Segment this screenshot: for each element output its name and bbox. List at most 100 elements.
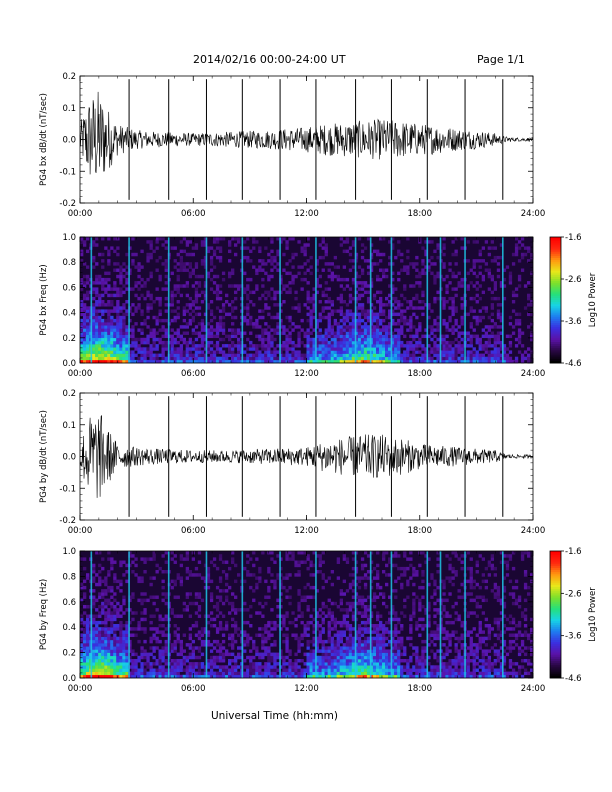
spectrogram-cell <box>511 325 516 329</box>
spectrogram-cell <box>490 318 495 323</box>
spectrogram-cell <box>237 340 241 345</box>
spectrogram-cell <box>152 359 156 364</box>
spectrogram-cell <box>128 665 132 669</box>
spectrogram-cell <box>107 293 111 298</box>
spectrogram-cell <box>487 340 492 345</box>
spectrogram-cell <box>397 271 401 276</box>
spectrogram-cell <box>324 649 328 653</box>
spectrogram-cell <box>101 674 105 679</box>
spectrogram-cell <box>83 296 87 301</box>
spectrogram-cell <box>80 337 84 342</box>
spectrogram-cell <box>119 560 123 564</box>
spectrogram-cell <box>128 306 132 310</box>
spectrogram-cell <box>107 271 111 276</box>
spectrogram-cell <box>351 652 356 657</box>
spectrogram-cell <box>342 630 347 634</box>
spectrogram-cell <box>116 334 120 339</box>
spectrogram-cell <box>95 337 99 342</box>
spectrogram-cell <box>98 318 102 323</box>
spectrogram-cell <box>188 652 193 657</box>
spectrogram-cell <box>203 259 208 263</box>
spectrogram-cell <box>267 331 271 335</box>
spectrogram-cell <box>83 662 87 666</box>
spectrogram-cell <box>397 277 401 282</box>
spectrogram-cell <box>285 284 289 288</box>
spectrogram-cell <box>354 601 359 606</box>
spectrogram-cell <box>427 240 431 244</box>
spectrogram-cell <box>360 303 365 307</box>
spectrogram-cell <box>225 582 229 587</box>
spectrogram-cell <box>315 671 319 676</box>
spectrogram-cell <box>466 344 470 348</box>
spectrogram-cell <box>418 328 422 332</box>
spectrogram-cell <box>318 636 322 641</box>
spectrogram-cell <box>122 353 126 358</box>
spectrogram-cell <box>481 277 486 282</box>
spectrogram-cell <box>264 665 268 669</box>
spectrogram-cell <box>517 322 522 326</box>
spectrogram-cell <box>258 671 262 676</box>
spectrogram-cell <box>261 334 265 339</box>
spectrogram-cell <box>104 627 108 631</box>
spectrogram-cell <box>188 240 193 244</box>
spectrogram-cell <box>119 356 123 361</box>
spectrogram-cell <box>372 331 377 335</box>
spectrogram-cell <box>327 274 331 279</box>
spectrogram-cell <box>327 636 331 641</box>
spectrogram-cell <box>303 271 307 276</box>
spectrogram-cell <box>306 331 310 335</box>
spectrogram-cell <box>351 579 356 584</box>
spectrogram-cell <box>221 601 226 606</box>
spectrogram-cell <box>83 303 87 307</box>
spectrogram-cell <box>276 624 280 628</box>
spectrogram-cell <box>80 353 84 358</box>
spectrogram-cell <box>92 620 96 625</box>
spectrogram-cell <box>481 353 486 358</box>
spectrogram-cell <box>149 652 153 657</box>
spectrogram-cell <box>149 662 153 666</box>
colorbar-segment <box>550 272 561 276</box>
spectrogram-cell <box>83 624 87 628</box>
spectrogram-cell <box>273 624 277 628</box>
spectrogram-cell <box>80 674 84 679</box>
spectrogram-cell <box>119 563 123 568</box>
spectrogram-cell <box>146 293 150 298</box>
spectrogram-cell <box>360 271 365 276</box>
spectrogram-cell <box>339 284 344 288</box>
spectrogram-cell <box>113 671 117 676</box>
spectrogram-cell <box>300 659 304 663</box>
spectrogram-cell <box>173 624 177 628</box>
spectrogram-cell <box>312 347 316 351</box>
spectrogram-cell <box>403 356 407 361</box>
spectrogram-cell <box>161 579 165 584</box>
spectrogram-cell <box>246 665 250 669</box>
spectrogram-cell <box>366 337 371 342</box>
colorbar-segment <box>550 258 561 261</box>
spectrogram-cell <box>86 614 90 618</box>
spectrogram-cell <box>234 353 238 358</box>
spectrogram-cell <box>128 598 132 603</box>
spectrogram-cell <box>436 315 440 320</box>
spectrogram-cell <box>107 671 111 676</box>
spectrogram-cell <box>203 281 208 285</box>
spectrogram-cell <box>209 328 214 332</box>
spectrogram-cell <box>255 240 259 244</box>
spectrogram-cell <box>252 662 256 666</box>
spectrogram-cell <box>80 582 84 587</box>
spectrogram-cell <box>173 337 177 342</box>
spectrogram-cell <box>98 328 102 332</box>
spectrogram-cell <box>137 328 141 332</box>
spectrogram-cell <box>424 356 428 361</box>
spectrogram-cell <box>385 344 389 348</box>
spectrogram-cell <box>158 303 162 307</box>
spectrogram-cell <box>116 579 120 584</box>
spectrogram-cell <box>351 582 356 587</box>
colorbar-segment <box>550 276 561 280</box>
spectrogram-cell <box>182 249 187 254</box>
colorbar-label-1: Log10 Power <box>588 272 598 327</box>
spectrogram-cell <box>508 334 513 339</box>
spectrogram-cell <box>116 322 120 326</box>
spectrogram-cell <box>481 356 486 361</box>
spectrogram-cell <box>101 237 105 241</box>
spectrogram-cell <box>95 347 99 351</box>
